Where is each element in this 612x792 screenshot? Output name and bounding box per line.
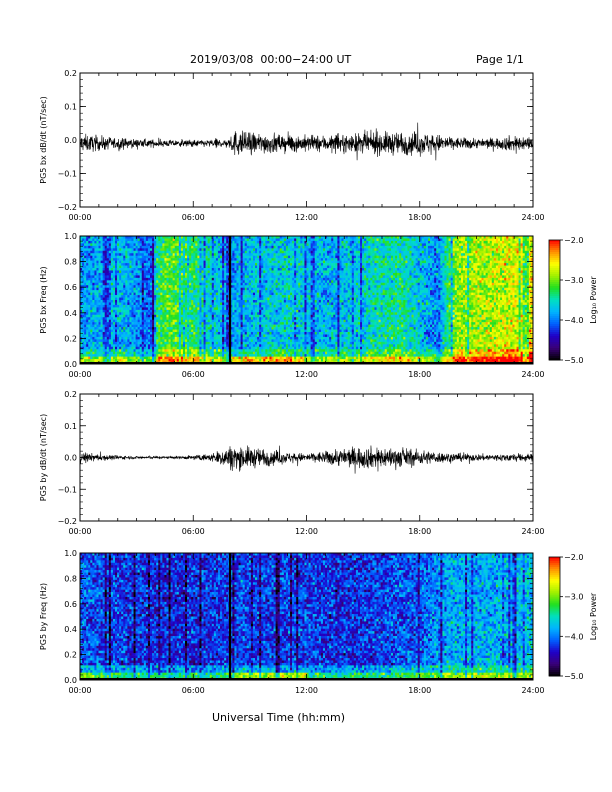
x-tick-label: 00:00 <box>68 370 91 379</box>
x-tick-label: 18:00 <box>408 686 431 695</box>
colorbar: −2.0 −3.0 −4.0 −5.0 Log₁₀ Power <box>549 553 598 681</box>
colorbar-tick-label: −2.0 <box>564 553 583 562</box>
y-tick-label: 0.0 <box>64 360 77 369</box>
y-axis-title: PG5 by Freq (Hz) <box>39 583 48 650</box>
panel-3: 00:00 06:00 12:00 18:00 24:00 0.2 0.1 0.0 −0.1 −0… <box>39 390 545 536</box>
x-tick-label: 06:00 <box>182 213 205 222</box>
y-tick-label: 0.8 <box>64 574 77 583</box>
x-tick-label: 18:00 <box>408 213 431 222</box>
x-tick-label: 00:00 <box>68 213 91 222</box>
x-tick-label: 18:00 <box>408 370 431 379</box>
y-axis-title: PG5 bx dB/dt (nT/sec) <box>39 96 48 183</box>
y-tick-label: 0.8 <box>64 258 77 267</box>
colorbar-tick-label: −4.0 <box>564 316 583 325</box>
y-tick-label: 0.2 <box>64 651 77 660</box>
y-tick-label: 0.4 <box>64 625 77 634</box>
x-tick-label: 12:00 <box>295 686 318 695</box>
y-axis-title: PG5 bx Freq (Hz) <box>39 266 48 333</box>
y-tick-label: 0.0 <box>64 454 77 463</box>
y-tick-label: −0.2 <box>58 517 77 526</box>
x-tick-label: 00:00 <box>68 527 91 536</box>
y-tick-label: 0.1 <box>64 103 77 112</box>
colorbar-tick-label: −5.0 <box>564 356 583 365</box>
x-tick-label: 24:00 <box>521 213 544 222</box>
colorbar-tick-label: −5.0 <box>564 672 583 681</box>
colorbar-tick-label: −2.0 <box>564 236 583 245</box>
x-tick-label: 18:00 <box>408 527 431 536</box>
x-tick-label: 06:00 <box>182 527 205 536</box>
x-tick-label: 24:00 <box>521 370 544 379</box>
y-tick-label: 0.6 <box>64 283 77 292</box>
colorbar-tick-label: −4.0 <box>564 632 583 641</box>
dbdt-trace <box>80 123 533 161</box>
x-tick-label: 24:00 <box>521 527 544 536</box>
x-tick-label: 12:00 <box>295 213 318 222</box>
y-tick-label: 0.6 <box>64 600 77 609</box>
colorbar-tick-label: −3.0 <box>564 593 583 602</box>
colorbar-title: Log₁₀ Power <box>589 592 598 640</box>
y-tick-label: −0.1 <box>58 485 77 494</box>
y-tick-label: 0.4 <box>64 309 77 318</box>
y-tick-label: 0.2 <box>64 69 77 78</box>
figure-canvas: 00:00 06:00 12:00 18:00 24:00 0.2 0.1 0.0 −0.1 −0… <box>0 0 612 792</box>
y-tick-label: 0.0 <box>64 136 77 145</box>
y-tick-label: −0.2 <box>58 203 77 212</box>
x-tick-label: 06:00 <box>182 686 205 695</box>
dbdt-trace <box>80 445 533 473</box>
y-tick-label: −0.1 <box>58 170 77 179</box>
spectrogram-cells <box>80 236 533 364</box>
y-tick-label: 0.2 <box>64 390 77 399</box>
x-tick-label: 12:00 <box>295 527 318 536</box>
colorbar-title: Log₁₀ Power <box>589 276 598 324</box>
colorbar: −2.0 −3.0 −4.0 −5.0 Log₁₀ Power <box>549 236 598 365</box>
colorbar-tick-label: −3.0 <box>564 276 583 285</box>
x-tick-label: 00:00 <box>68 686 91 695</box>
x-tick-label: 24:00 <box>521 686 544 695</box>
y-tick-label: 0.1 <box>64 422 77 431</box>
y-tick-label: 1.0 <box>64 549 77 558</box>
y-axis-title: PG5 by dB/dt (nT/sec) <box>39 414 48 501</box>
y-tick-label: 0.0 <box>64 676 77 685</box>
x-tick-label: 06:00 <box>182 370 205 379</box>
y-tick-label: 0.2 <box>64 334 77 343</box>
y-tick-label: 1.0 <box>64 232 77 241</box>
x-tick-label: 12:00 <box>295 370 318 379</box>
spectrogram-cells <box>80 553 533 680</box>
